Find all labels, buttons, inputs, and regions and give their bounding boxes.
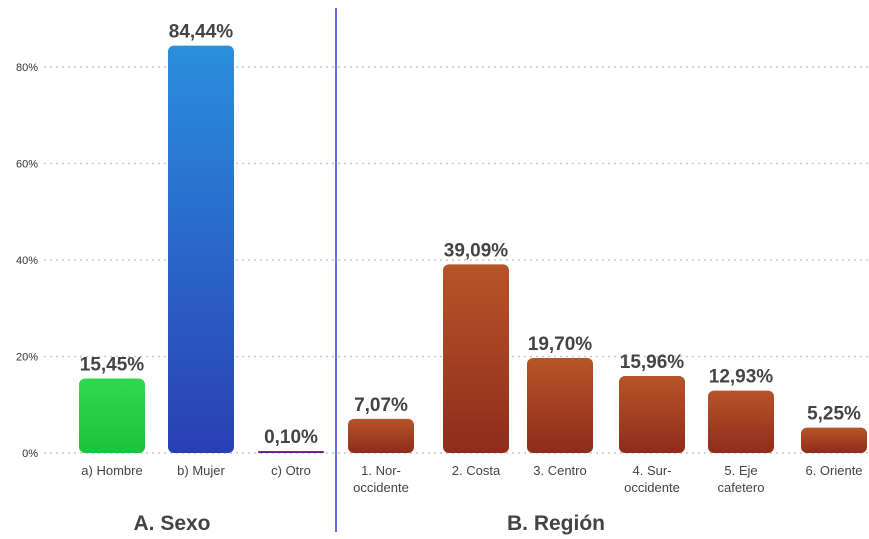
y-tick-label: 80% [16,62,38,74]
bar [708,390,774,453]
bar-value-label: 5,25% [807,404,861,425]
bar [527,357,593,453]
bar [79,378,145,453]
bar-value-label: 15,96% [620,352,685,373]
y-tick-label: 40% [16,255,38,267]
category-label: 1. Nor-occidente [353,463,409,495]
bar [443,264,509,453]
category-label: 4. Sur-occidente [624,463,680,495]
bar [619,375,685,453]
category-label: c) Otro [271,463,311,478]
bar-value-label: 0,10% [264,427,318,448]
category-label: a) Hombre [81,463,142,478]
bar [258,451,324,453]
bar-value-label: 12,93% [709,367,774,388]
bar [348,418,414,453]
bar [801,427,867,453]
bar-value-label: 84,44% [169,22,234,43]
y-tick-label: 60% [16,159,38,171]
bar-value-label: 7,07% [354,395,408,416]
bar-value-label: 39,09% [444,240,509,261]
bar-value-label: 15,45% [80,354,145,375]
category-label: 2. Costa [452,463,501,478]
bar [168,45,234,454]
category-label: b) Mujer [177,463,225,478]
category-label: 3. Centro [533,463,586,478]
panel-title: B. Región [507,512,605,535]
category-label: 5. Eje cafetero [718,463,765,495]
panel-title: A. Sexo [133,512,210,535]
y-tick-label: 20% [16,352,38,364]
y-tick-label: 0% [22,448,38,460]
bar-value-label: 19,70% [528,334,593,355]
category-label: 6. Oriente [805,463,862,478]
